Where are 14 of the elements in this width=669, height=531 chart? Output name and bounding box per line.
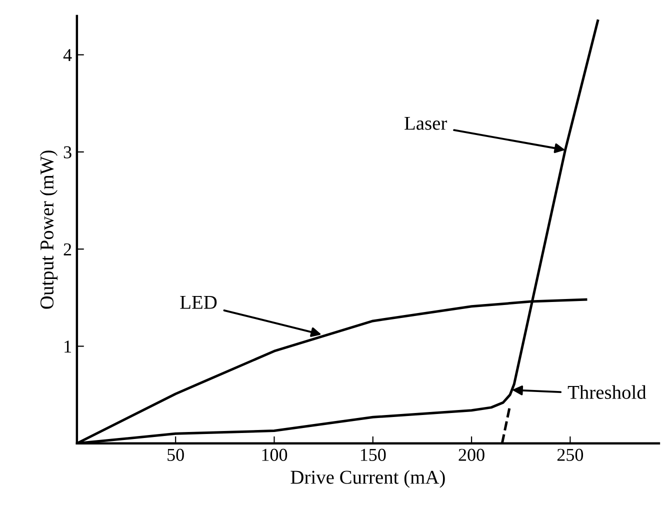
y-tick-label: 2 (64, 243, 72, 256)
y-tick-label: 3 (64, 146, 72, 158)
x-tick-label: 50 (168, 448, 184, 461)
x-tick-label: 150 (360, 448, 386, 461)
y-axis-title: Output Power (mW) (40, 150, 58, 309)
annotation: LED (180, 296, 217, 309)
x-tick-label: 100 (262, 448, 288, 461)
x-tick-label: 250 (557, 448, 584, 461)
y-tick-label: 4 (63, 49, 72, 62)
annotation: Laser (404, 116, 448, 130)
y-tick-label: 1 (64, 340, 71, 352)
x-axis-title: Drive Current (mA) (290, 470, 445, 488)
annotation: Threshold (568, 385, 646, 399)
x-tick-label: 200 (458, 448, 484, 461)
